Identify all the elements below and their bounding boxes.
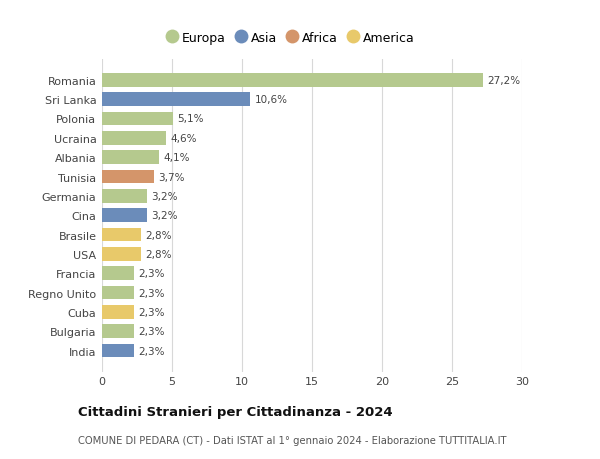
- Text: 2,8%: 2,8%: [145, 249, 172, 259]
- Text: 2,8%: 2,8%: [145, 230, 172, 240]
- Bar: [102, 151, 160, 165]
- Bar: [102, 325, 134, 338]
- Text: 3,7%: 3,7%: [158, 172, 185, 182]
- Text: 27,2%: 27,2%: [487, 76, 520, 85]
- Bar: [102, 267, 134, 280]
- Bar: [102, 344, 134, 358]
- Bar: [102, 209, 147, 223]
- Text: 2,3%: 2,3%: [139, 269, 165, 279]
- Bar: [102, 170, 154, 184]
- Text: 3,2%: 3,2%: [151, 191, 178, 202]
- Text: 2,3%: 2,3%: [139, 288, 165, 298]
- Bar: [102, 112, 173, 126]
- Text: 5,1%: 5,1%: [178, 114, 204, 124]
- Bar: [102, 306, 134, 319]
- Text: COMUNE DI PEDARA (CT) - Dati ISTAT al 1° gennaio 2024 - Elaborazione TUTTITALIA.: COMUNE DI PEDARA (CT) - Dati ISTAT al 1°…: [78, 435, 506, 445]
- Text: 3,2%: 3,2%: [151, 211, 178, 221]
- Text: 2,3%: 2,3%: [139, 307, 165, 317]
- Text: Cittadini Stranieri per Cittadinanza - 2024: Cittadini Stranieri per Cittadinanza - 2…: [78, 405, 392, 419]
- Text: 4,6%: 4,6%: [170, 134, 197, 144]
- Legend: Europa, Asia, Africa, America: Europa, Asia, Africa, America: [167, 32, 415, 45]
- Text: 4,1%: 4,1%: [164, 153, 190, 163]
- Bar: [102, 93, 250, 106]
- Bar: [102, 190, 147, 203]
- Text: 2,3%: 2,3%: [139, 346, 165, 356]
- Text: 2,3%: 2,3%: [139, 326, 165, 336]
- Bar: [102, 132, 166, 146]
- Bar: [102, 247, 141, 261]
- Bar: [102, 74, 483, 87]
- Text: 10,6%: 10,6%: [254, 95, 287, 105]
- Bar: [102, 228, 141, 242]
- Bar: [102, 286, 134, 300]
